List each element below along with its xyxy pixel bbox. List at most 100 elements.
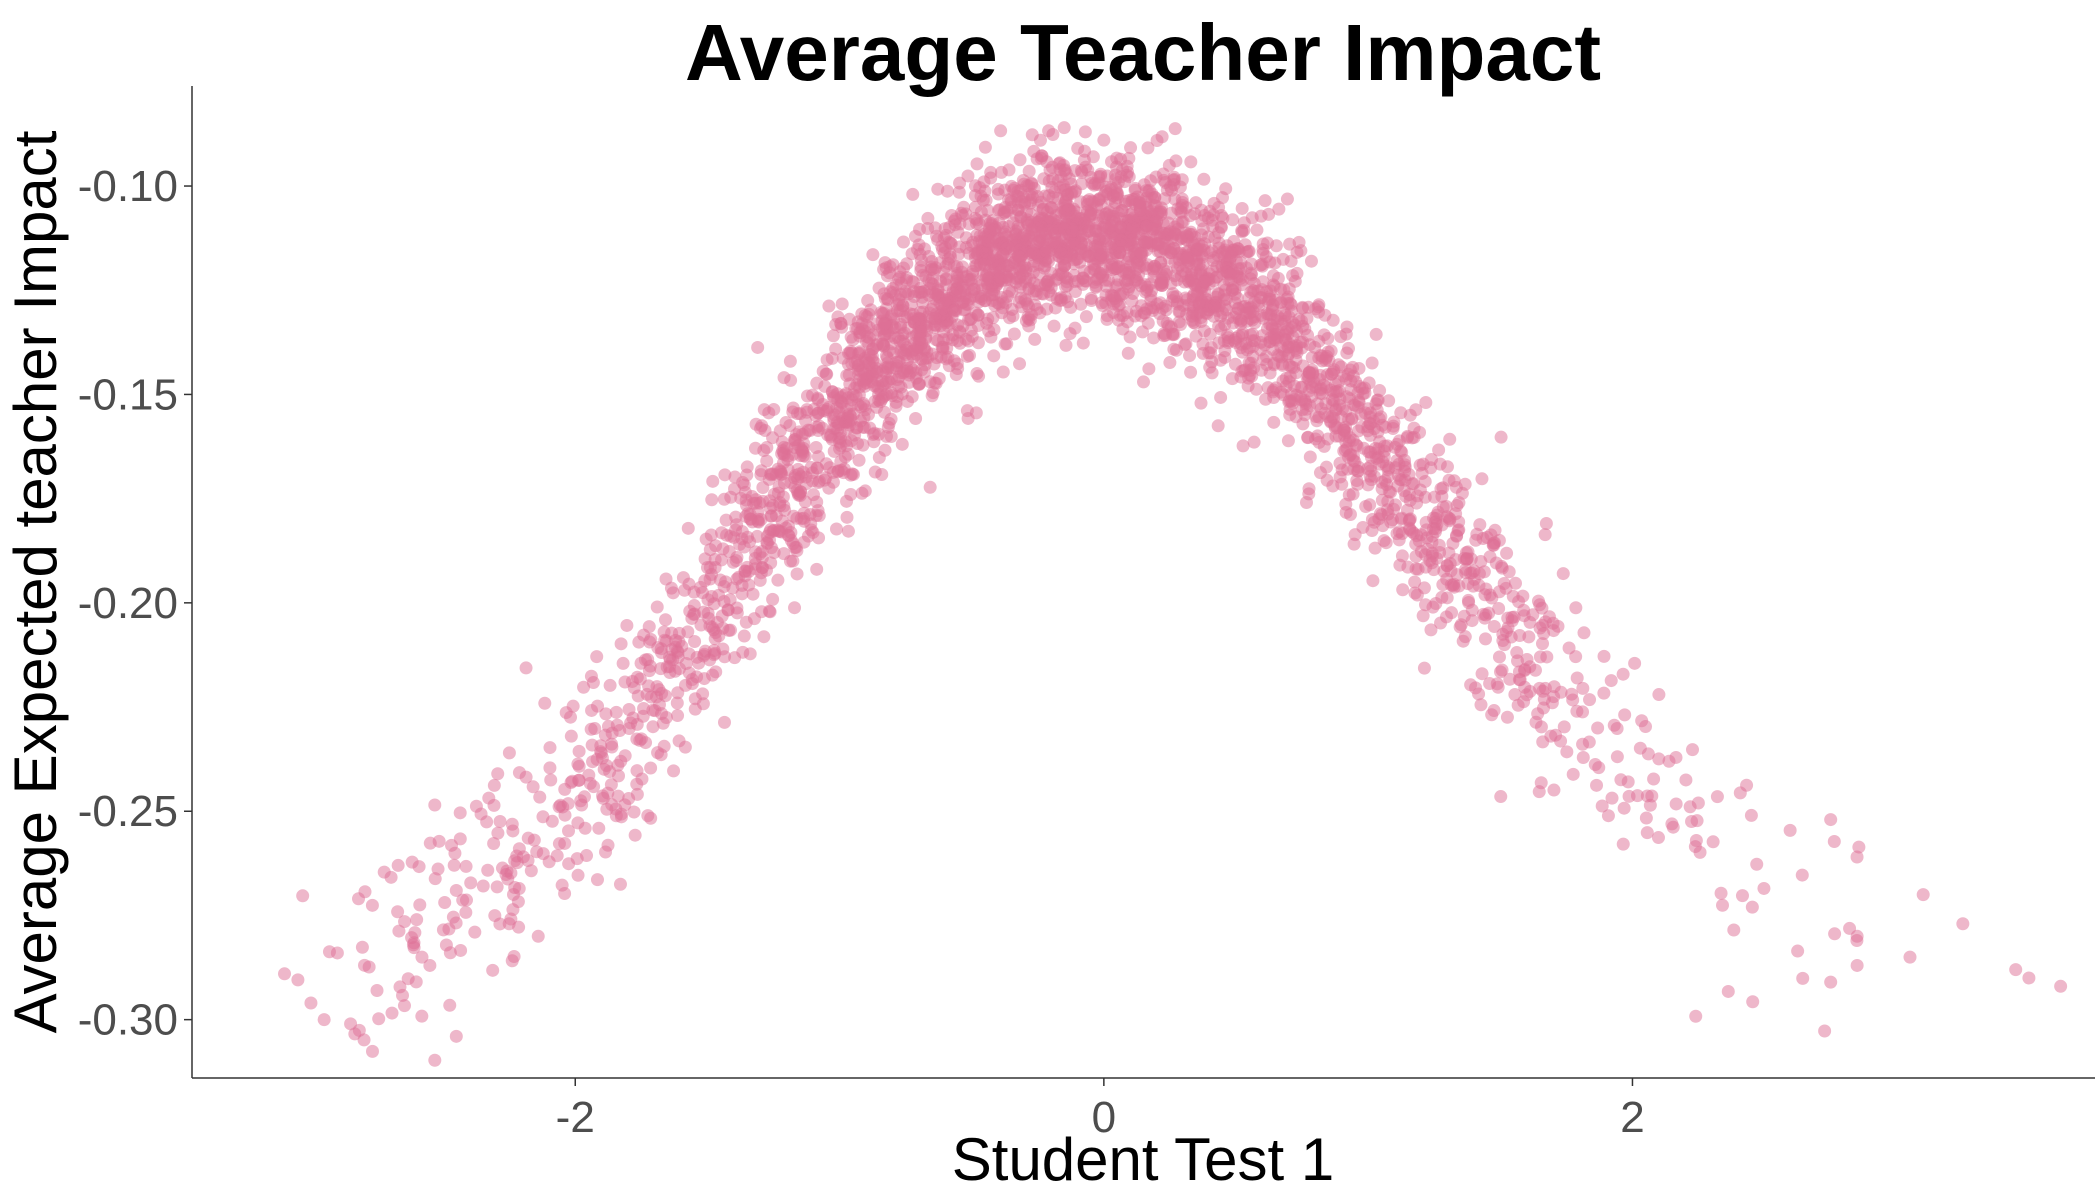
scatter-point [1378,420,1392,434]
scatter-point [1377,534,1391,548]
scatter-point [1196,257,1210,271]
scatter-point [1597,649,1611,663]
scatter-point [1235,201,1249,215]
scatter-point [1079,310,1093,324]
scatter-point [812,531,826,545]
scatter-point [1384,485,1398,499]
scatter-point [818,473,832,487]
scatter-point [882,416,896,430]
scatter-point [913,377,927,391]
scatter-point [703,561,717,575]
scatter-point [698,574,712,588]
scatter-point [1319,460,1333,474]
scatter-point [1435,590,1449,604]
scatter-point [558,887,572,901]
scatter-point [1721,984,1735,998]
scatter-point [1157,173,1171,187]
scatter-point [1024,308,1038,322]
scatter-point [1076,336,1090,350]
x-tick-label: 0 [1092,1093,1116,1142]
scatter-point [317,1013,331,1027]
scatter-point [1352,361,1366,375]
scatter-point [968,189,982,203]
scatter-point [646,720,660,734]
scatter-point [841,447,855,461]
scatter-point [1282,358,1296,372]
scatter-point [800,389,814,403]
scatter-point [998,201,1012,215]
scatter-point [964,273,978,287]
scatter-point [762,406,776,420]
scatter-point [1091,271,1105,285]
scatter-point [1023,272,1037,286]
scatter-point [436,923,450,937]
scatter-point [959,231,973,245]
scatter-point [841,391,855,405]
scatter-point [671,686,685,700]
scatter-point [812,509,826,523]
scatter-point [1727,923,1741,937]
scatter-point [1033,133,1047,147]
scatter-point [1451,524,1465,538]
scatter-point [678,740,692,754]
y-axis-title: Average Expected teacher Impact [2,130,69,1033]
scatter-point [1492,650,1506,664]
scatter-point [827,389,841,403]
scatter-point [1197,172,1211,186]
scatter-point [1286,330,1300,344]
scatter-point [1443,432,1457,446]
scatter-point [1162,158,1176,172]
scatter-point [730,550,744,564]
scatter-point [1500,546,1514,560]
scatter-point [1002,258,1016,272]
scatter-point [1576,705,1590,719]
scatter-point [928,311,942,325]
scatter-point [981,312,995,326]
scatter-point [1601,809,1615,823]
scatter-point [1212,200,1226,214]
scatter-point [1347,537,1361,551]
scatter-point [957,303,971,317]
scatter-point [1277,283,1291,297]
scatter-point [1205,366,1219,380]
scatter-point [897,346,911,360]
scatter-point [1198,209,1212,223]
scatter-point [1469,681,1483,695]
scatter-point [443,946,457,960]
scatter-point [1279,379,1293,393]
scatter-point [1447,474,1461,488]
scatter-point [964,323,978,337]
scatter-point [642,679,656,693]
scatter-point [1086,150,1100,164]
scatter-point [585,703,599,717]
scatter-point [935,239,949,253]
scatter-point [1621,775,1635,789]
scatter-point [998,183,1012,197]
scatter-point [1027,246,1041,260]
scatter-point [840,494,854,508]
scatter-point [1417,661,1431,675]
scatter-point [1057,121,1071,135]
scatter-point [1512,673,1526,687]
scatter-point [1058,163,1072,177]
scatter-point [1218,283,1232,297]
scatter-point [1058,206,1072,220]
scatter-point [481,863,495,877]
scatter-point [874,306,888,320]
scatter-point [1424,623,1438,637]
scatter-point [476,879,490,893]
scatter-point [1597,686,1611,700]
scatter-point [942,257,956,271]
scatter-point [1113,308,1127,322]
scatter-point [1397,484,1411,498]
scatter-point [907,289,921,303]
scatter-point [469,799,483,813]
scatter-point [1341,367,1355,381]
scatter-point [1652,752,1666,766]
scatter-point [502,917,516,931]
scatter-point [1169,290,1183,304]
scatter-point [925,262,939,276]
scatter-point [777,547,791,561]
scatter-point [737,629,751,643]
scatter-point [733,537,747,551]
